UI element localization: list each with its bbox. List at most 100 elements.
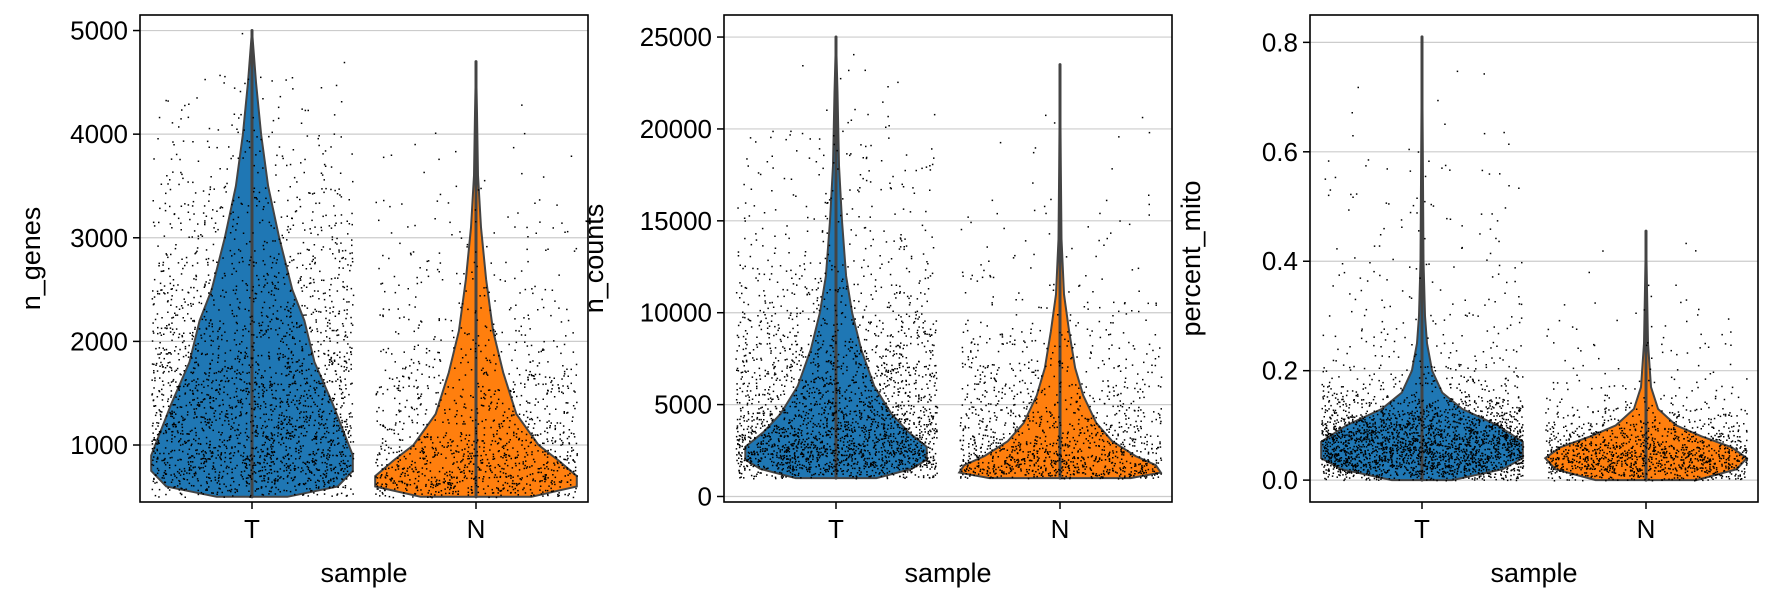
data-point xyxy=(398,380,401,383)
data-point xyxy=(424,436,426,439)
data-point xyxy=(386,464,388,466)
data-point xyxy=(921,342,923,344)
data-point xyxy=(257,372,259,375)
data-point xyxy=(889,370,892,372)
data-point xyxy=(187,116,190,119)
data-point xyxy=(848,69,850,72)
data-point xyxy=(294,493,296,496)
data-point xyxy=(411,460,413,463)
data-point xyxy=(319,408,321,411)
data-point xyxy=(345,420,347,423)
data-point xyxy=(524,456,526,458)
data-point xyxy=(808,461,810,464)
data-point xyxy=(292,436,295,438)
data-point xyxy=(179,458,181,461)
data-point xyxy=(467,446,470,449)
data-point xyxy=(158,442,160,444)
data-point xyxy=(352,457,355,460)
data-point xyxy=(216,261,218,263)
data-point xyxy=(854,307,856,309)
data-point xyxy=(334,242,337,244)
data-point xyxy=(412,251,415,253)
data-point xyxy=(313,192,316,194)
data-point xyxy=(247,458,249,460)
data-point xyxy=(176,430,179,432)
data-point xyxy=(161,411,163,413)
data-point xyxy=(406,489,408,491)
data-point xyxy=(494,300,496,302)
data-point xyxy=(287,362,289,365)
data-point xyxy=(801,354,803,357)
data-point xyxy=(793,457,796,459)
data-point xyxy=(924,408,926,410)
data-point xyxy=(300,395,303,397)
data-point xyxy=(193,320,196,323)
data-point xyxy=(518,462,521,465)
data-point xyxy=(346,313,348,315)
data-point xyxy=(218,309,220,311)
data-point xyxy=(265,413,267,415)
data-point xyxy=(349,412,352,414)
data-point xyxy=(404,482,406,485)
data-point xyxy=(810,409,812,412)
data-point xyxy=(352,304,354,306)
data-point xyxy=(160,334,163,336)
data-point xyxy=(569,472,571,475)
data-point xyxy=(537,450,539,452)
data-point xyxy=(757,459,760,461)
data-point xyxy=(244,351,246,353)
data-point xyxy=(376,458,379,461)
data-point xyxy=(319,382,321,385)
data-point xyxy=(156,433,159,436)
data-point xyxy=(537,383,540,385)
data-point xyxy=(764,375,766,377)
data-point xyxy=(544,489,547,492)
data-point xyxy=(772,430,775,432)
data-point xyxy=(464,464,466,466)
data-point xyxy=(164,481,167,484)
data-point xyxy=(162,261,165,264)
data-point xyxy=(320,172,323,174)
data-point xyxy=(314,462,316,464)
data-point xyxy=(927,474,929,476)
data-point xyxy=(197,235,200,237)
data-point xyxy=(193,319,195,322)
data-point xyxy=(758,324,761,327)
data-point xyxy=(463,453,465,455)
data-point xyxy=(219,388,221,390)
data-point xyxy=(231,124,233,126)
data-point xyxy=(326,463,328,465)
data-point xyxy=(344,485,347,487)
data-point xyxy=(798,440,800,443)
data-point xyxy=(534,480,536,482)
data-point xyxy=(259,470,262,472)
data-point xyxy=(181,289,184,291)
data-point xyxy=(332,362,334,364)
data-point xyxy=(262,395,264,398)
data-point xyxy=(224,380,227,383)
data-point xyxy=(351,382,353,385)
data-point xyxy=(340,214,343,216)
data-point xyxy=(913,405,915,408)
data-point xyxy=(751,402,753,405)
data-point xyxy=(555,408,557,410)
data-point xyxy=(833,465,835,468)
data-point xyxy=(322,477,324,479)
data-point xyxy=(529,473,532,476)
data-point xyxy=(204,285,206,287)
data-point xyxy=(264,187,267,189)
data-point xyxy=(776,463,779,465)
data-point xyxy=(270,408,272,411)
data-point xyxy=(343,366,346,368)
data-point xyxy=(739,297,741,299)
data-point xyxy=(561,378,563,380)
data-point xyxy=(738,444,741,446)
data-point xyxy=(156,313,159,315)
data-point xyxy=(881,457,884,459)
data-point xyxy=(349,474,352,477)
data-point xyxy=(306,421,308,423)
data-point xyxy=(177,398,180,401)
data-point xyxy=(292,462,294,464)
data-point xyxy=(832,340,835,342)
data-point xyxy=(912,436,915,438)
